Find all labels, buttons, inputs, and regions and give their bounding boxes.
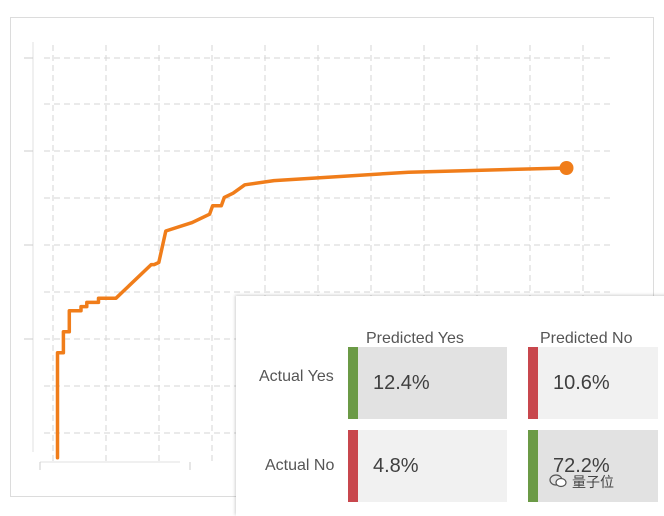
row-header-actual-no: Actual No — [265, 457, 335, 474]
column-header-predicted-yes: Predicted Yes — [366, 330, 464, 347]
column-header-predicted-no: Predicted No — [540, 330, 633, 347]
watermark-text: 量子位 — [572, 474, 614, 490]
indicator-bar-correct — [528, 430, 538, 502]
series-end-marker — [559, 161, 574, 175]
cell-actual-yes-predicted-no: 10.6% — [538, 347, 658, 419]
cell-actual-no-predicted-yes: 4.8% — [358, 430, 507, 502]
cell-actual-yes-predicted-yes: 12.4% — [358, 347, 507, 419]
indicator-bar-wrong — [348, 430, 358, 502]
row-header-actual-yes: Actual Yes — [259, 368, 334, 385]
series-line — [55, 166, 569, 460]
cell-actual-no-predicted-no: 72.2% — [538, 430, 658, 502]
wechat-icon — [549, 474, 567, 488]
indicator-bar-correct — [348, 347, 358, 419]
indicator-bar-wrong — [528, 347, 538, 419]
